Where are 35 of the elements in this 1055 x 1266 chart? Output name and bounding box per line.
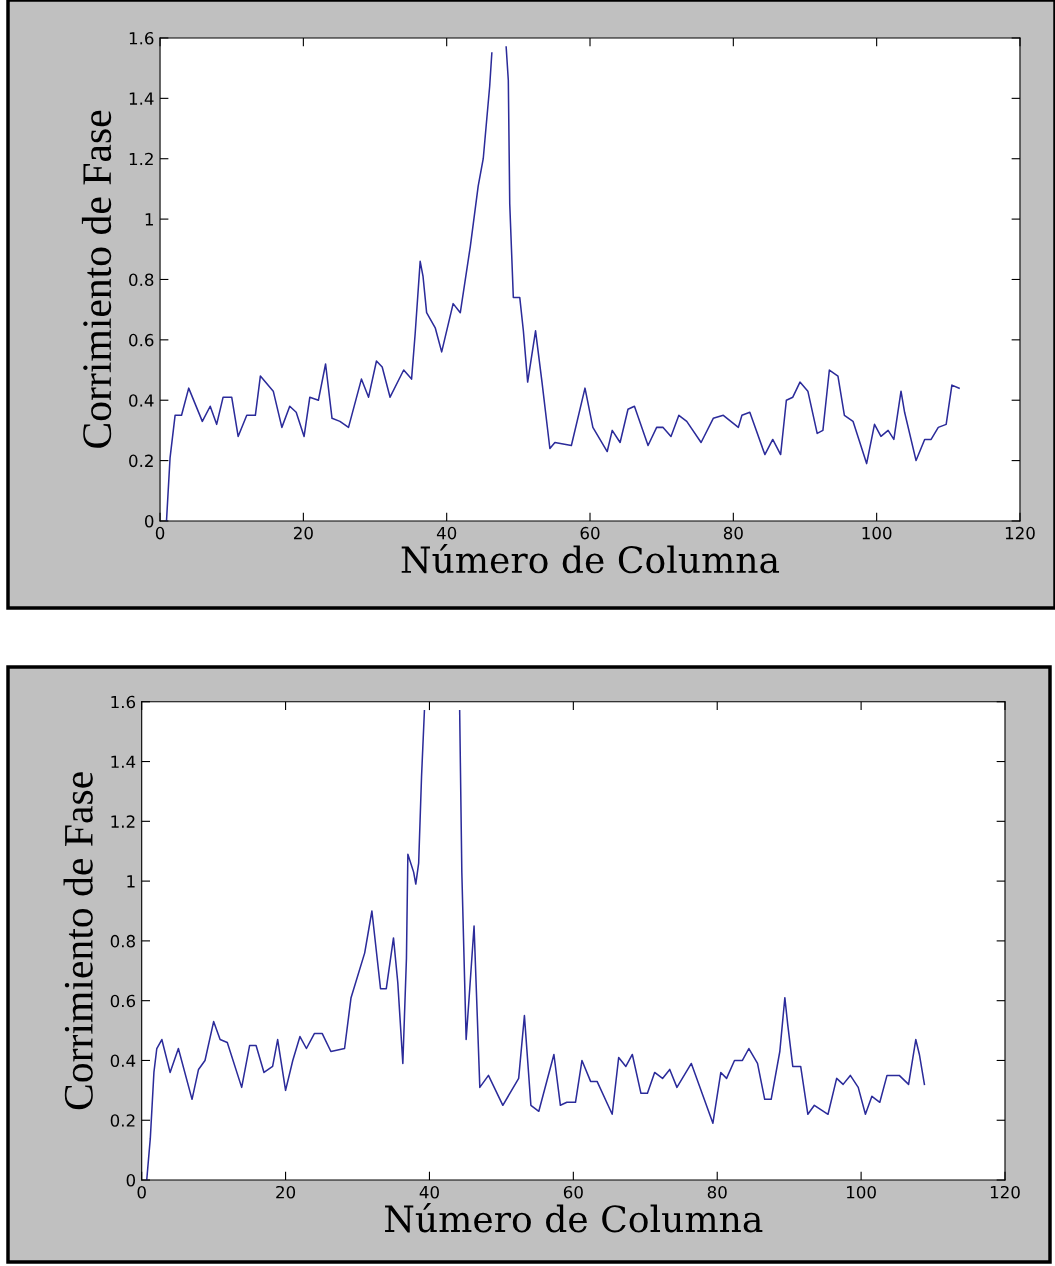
y-tick-label: 0.8 — [110, 934, 135, 948]
x-tick-label: 60 — [580, 526, 600, 540]
x-axis-title: Número de Columna — [385, 1203, 763, 1233]
y-tick-label: 1.4 — [129, 92, 154, 105]
x-tick-label: 60 — [563, 1185, 583, 1199]
y-tick-label: 0 — [126, 1174, 136, 1187]
y-tick-label: 1.4 — [111, 755, 136, 768]
y-tick-label: 0.2 — [110, 1114, 135, 1127]
x-tick-label: 120 — [990, 1185, 1020, 1199]
x-tick-label: 120 — [1005, 526, 1035, 540]
y-tick-label: 0.4 — [129, 394, 154, 407]
x-tick-label: 20 — [293, 526, 313, 540]
y-tick-label: 0.8 — [129, 273, 154, 287]
x-tick-label: 0 — [155, 526, 165, 540]
y-axis-title: Corrimiento de Fase — [81, 110, 112, 448]
x-tick-label: 40 — [436, 526, 457, 540]
x-axis-title: Número de Columna — [401, 543, 780, 574]
y-tick-label: 1.2 — [129, 152, 153, 166]
y-tick-label: 0.4 — [110, 1054, 136, 1068]
y-tick-label: 1 — [127, 875, 135, 888]
x-tick-label: 40 — [419, 1185, 439, 1199]
y-tick-label: 0.6 — [110, 994, 136, 1008]
y-tick-label: 1.2 — [111, 815, 135, 828]
x-tick-label: 100 — [847, 1185, 876, 1199]
y-tick-label: 1 — [145, 213, 153, 226]
x-tick-label: 80 — [723, 526, 743, 540]
y-tick-label: 0 — [144, 514, 154, 528]
y-tick-label: 1.6 — [129, 31, 154, 45]
y-axis-title: Corrimiento de Fase — [63, 772, 93, 1110]
x-tick-label: 20 — [276, 1185, 296, 1199]
y-tick-label: 1.6 — [111, 695, 136, 709]
x-tick-label: 80 — [707, 1185, 727, 1199]
y-tick-label: 0.2 — [129, 454, 153, 468]
y-tick-label: 0.6 — [129, 333, 154, 347]
x-tick-label: 100 — [862, 526, 892, 540]
